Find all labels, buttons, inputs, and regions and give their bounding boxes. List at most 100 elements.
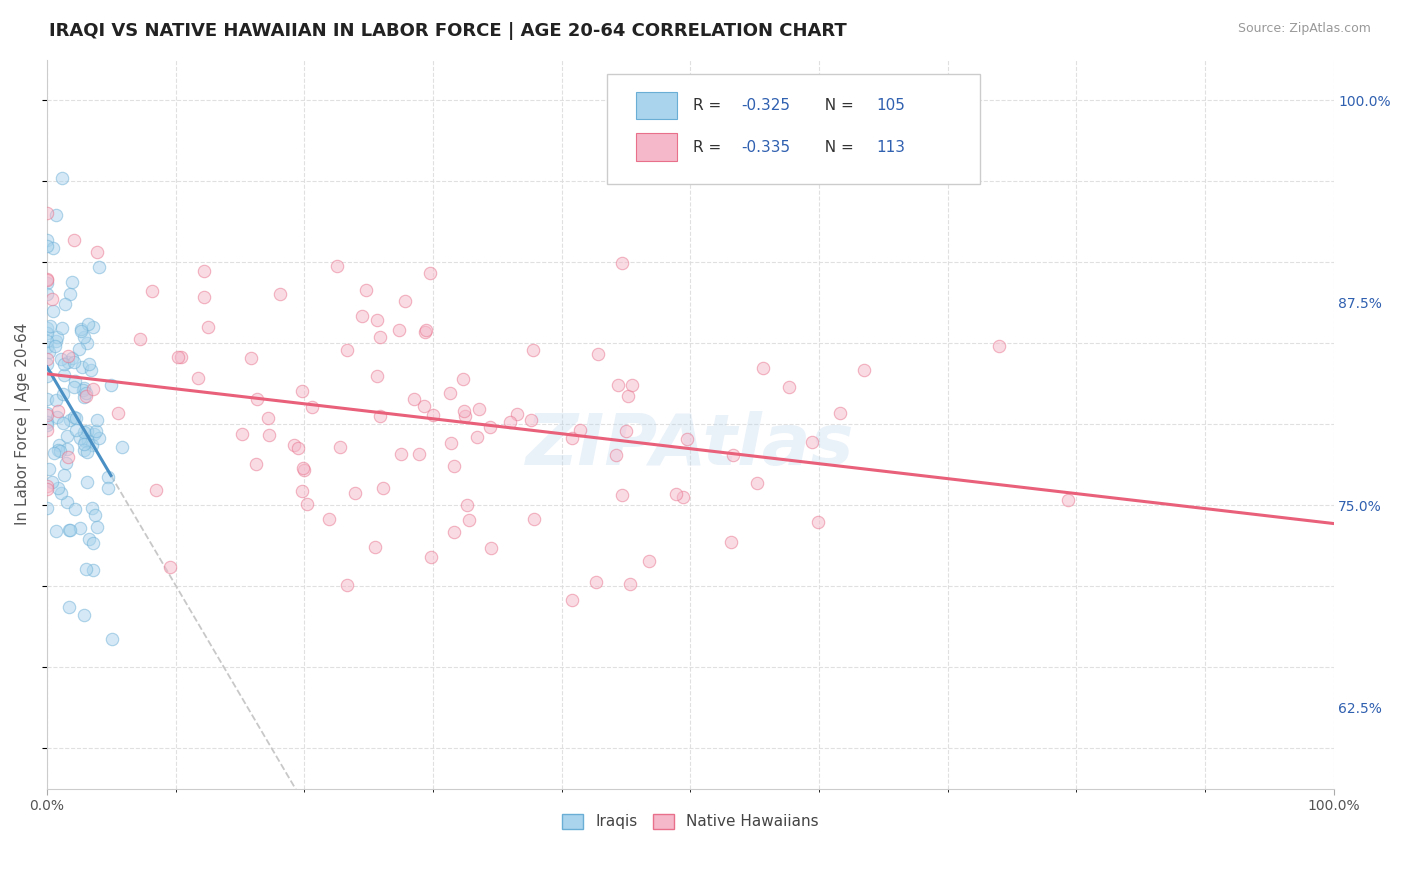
Point — [35, 483, 58, 497]
Point — [73, 425, 96, 439]
Point — [63, 380, 86, 394]
Legend: Iraqis, Native Hawaiians: Iraqis, Native Hawaiians — [555, 808, 825, 836]
Point — [48, 438, 70, 452]
Point — [73, 442, 96, 457]
Point — [82, 437, 104, 451]
Point — [456, 498, 478, 512]
Point — [35, 326, 58, 340]
Point — [58, 523, 80, 537]
Text: N =: N = — [815, 139, 859, 154]
Point — [86, 245, 108, 260]
Point — [76, 336, 98, 351]
Point — [60, 351, 83, 366]
Point — [356, 283, 378, 297]
Point — [84, 424, 107, 438]
Point — [422, 408, 444, 422]
Point — [413, 325, 436, 339]
Point — [371, 481, 394, 495]
Point — [283, 438, 305, 452]
Point — [46, 329, 69, 343]
Y-axis label: In Labor Force | Age 20-64: In Labor Force | Age 20-64 — [15, 323, 31, 525]
Point — [720, 535, 742, 549]
Point — [70, 359, 93, 374]
Point — [193, 290, 215, 304]
Point — [35, 206, 58, 220]
Point — [159, 560, 181, 574]
Point — [415, 323, 437, 337]
Point — [101, 632, 124, 646]
Point — [458, 512, 481, 526]
Point — [45, 392, 67, 407]
Point — [451, 372, 474, 386]
Point — [605, 448, 627, 462]
Point — [170, 350, 193, 364]
Point — [672, 490, 695, 504]
Point — [439, 385, 461, 400]
Point — [100, 377, 122, 392]
Point — [35, 392, 58, 406]
Point — [329, 441, 352, 455]
Point — [35, 320, 58, 334]
Point — [56, 495, 79, 509]
Point — [59, 523, 82, 537]
Point — [752, 361, 775, 376]
Point — [606, 377, 628, 392]
Point — [610, 488, 633, 502]
Point — [326, 259, 349, 273]
Point — [665, 487, 688, 501]
Point — [389, 447, 412, 461]
Point — [246, 392, 269, 406]
Point — [257, 427, 280, 442]
Point — [522, 343, 544, 357]
Text: 105: 105 — [877, 98, 905, 113]
Point — [45, 334, 67, 348]
Point — [186, 371, 208, 385]
Point — [69, 521, 91, 535]
Point — [38, 345, 60, 359]
Point — [51, 170, 73, 185]
Point — [801, 435, 824, 450]
Text: IRAQI VS NATIVE HAWAIIAN IN LABOR FORCE | AGE 20-64 CORRELATION CHART: IRAQI VS NATIVE HAWAIIAN IN LABOR FORCE … — [49, 22, 846, 40]
Text: R =: R = — [693, 139, 725, 154]
Point — [45, 208, 67, 222]
Text: Source: ZipAtlas.com: Source: ZipAtlas.com — [1237, 22, 1371, 36]
Point — [42, 241, 65, 255]
Point — [63, 233, 86, 247]
Point — [86, 413, 108, 427]
Point — [617, 389, 640, 403]
Point — [65, 423, 87, 437]
Point — [778, 380, 800, 394]
Point — [35, 406, 58, 420]
Point — [363, 540, 385, 554]
Point — [412, 399, 434, 413]
Point — [292, 462, 315, 476]
Point — [82, 563, 104, 577]
Point — [59, 413, 82, 427]
Point — [830, 406, 852, 420]
Point — [35, 423, 58, 437]
Point — [193, 264, 215, 278]
Point — [76, 444, 98, 458]
Point — [35, 273, 58, 287]
Point — [111, 440, 134, 454]
Point — [56, 429, 79, 443]
Point — [35, 408, 58, 422]
Point — [440, 436, 463, 450]
Point — [468, 402, 491, 417]
Point — [35, 358, 58, 372]
Point — [443, 459, 465, 474]
Point — [49, 444, 72, 458]
Point — [73, 381, 96, 395]
Point — [59, 286, 82, 301]
Point — [240, 351, 263, 365]
Point — [77, 317, 100, 331]
Point — [676, 432, 699, 446]
Point — [301, 400, 323, 414]
Point — [318, 511, 340, 525]
Point — [63, 355, 86, 369]
Point — [287, 442, 309, 456]
Point — [45, 409, 67, 424]
Point — [67, 342, 90, 356]
Point — [52, 357, 75, 371]
Point — [419, 266, 441, 280]
